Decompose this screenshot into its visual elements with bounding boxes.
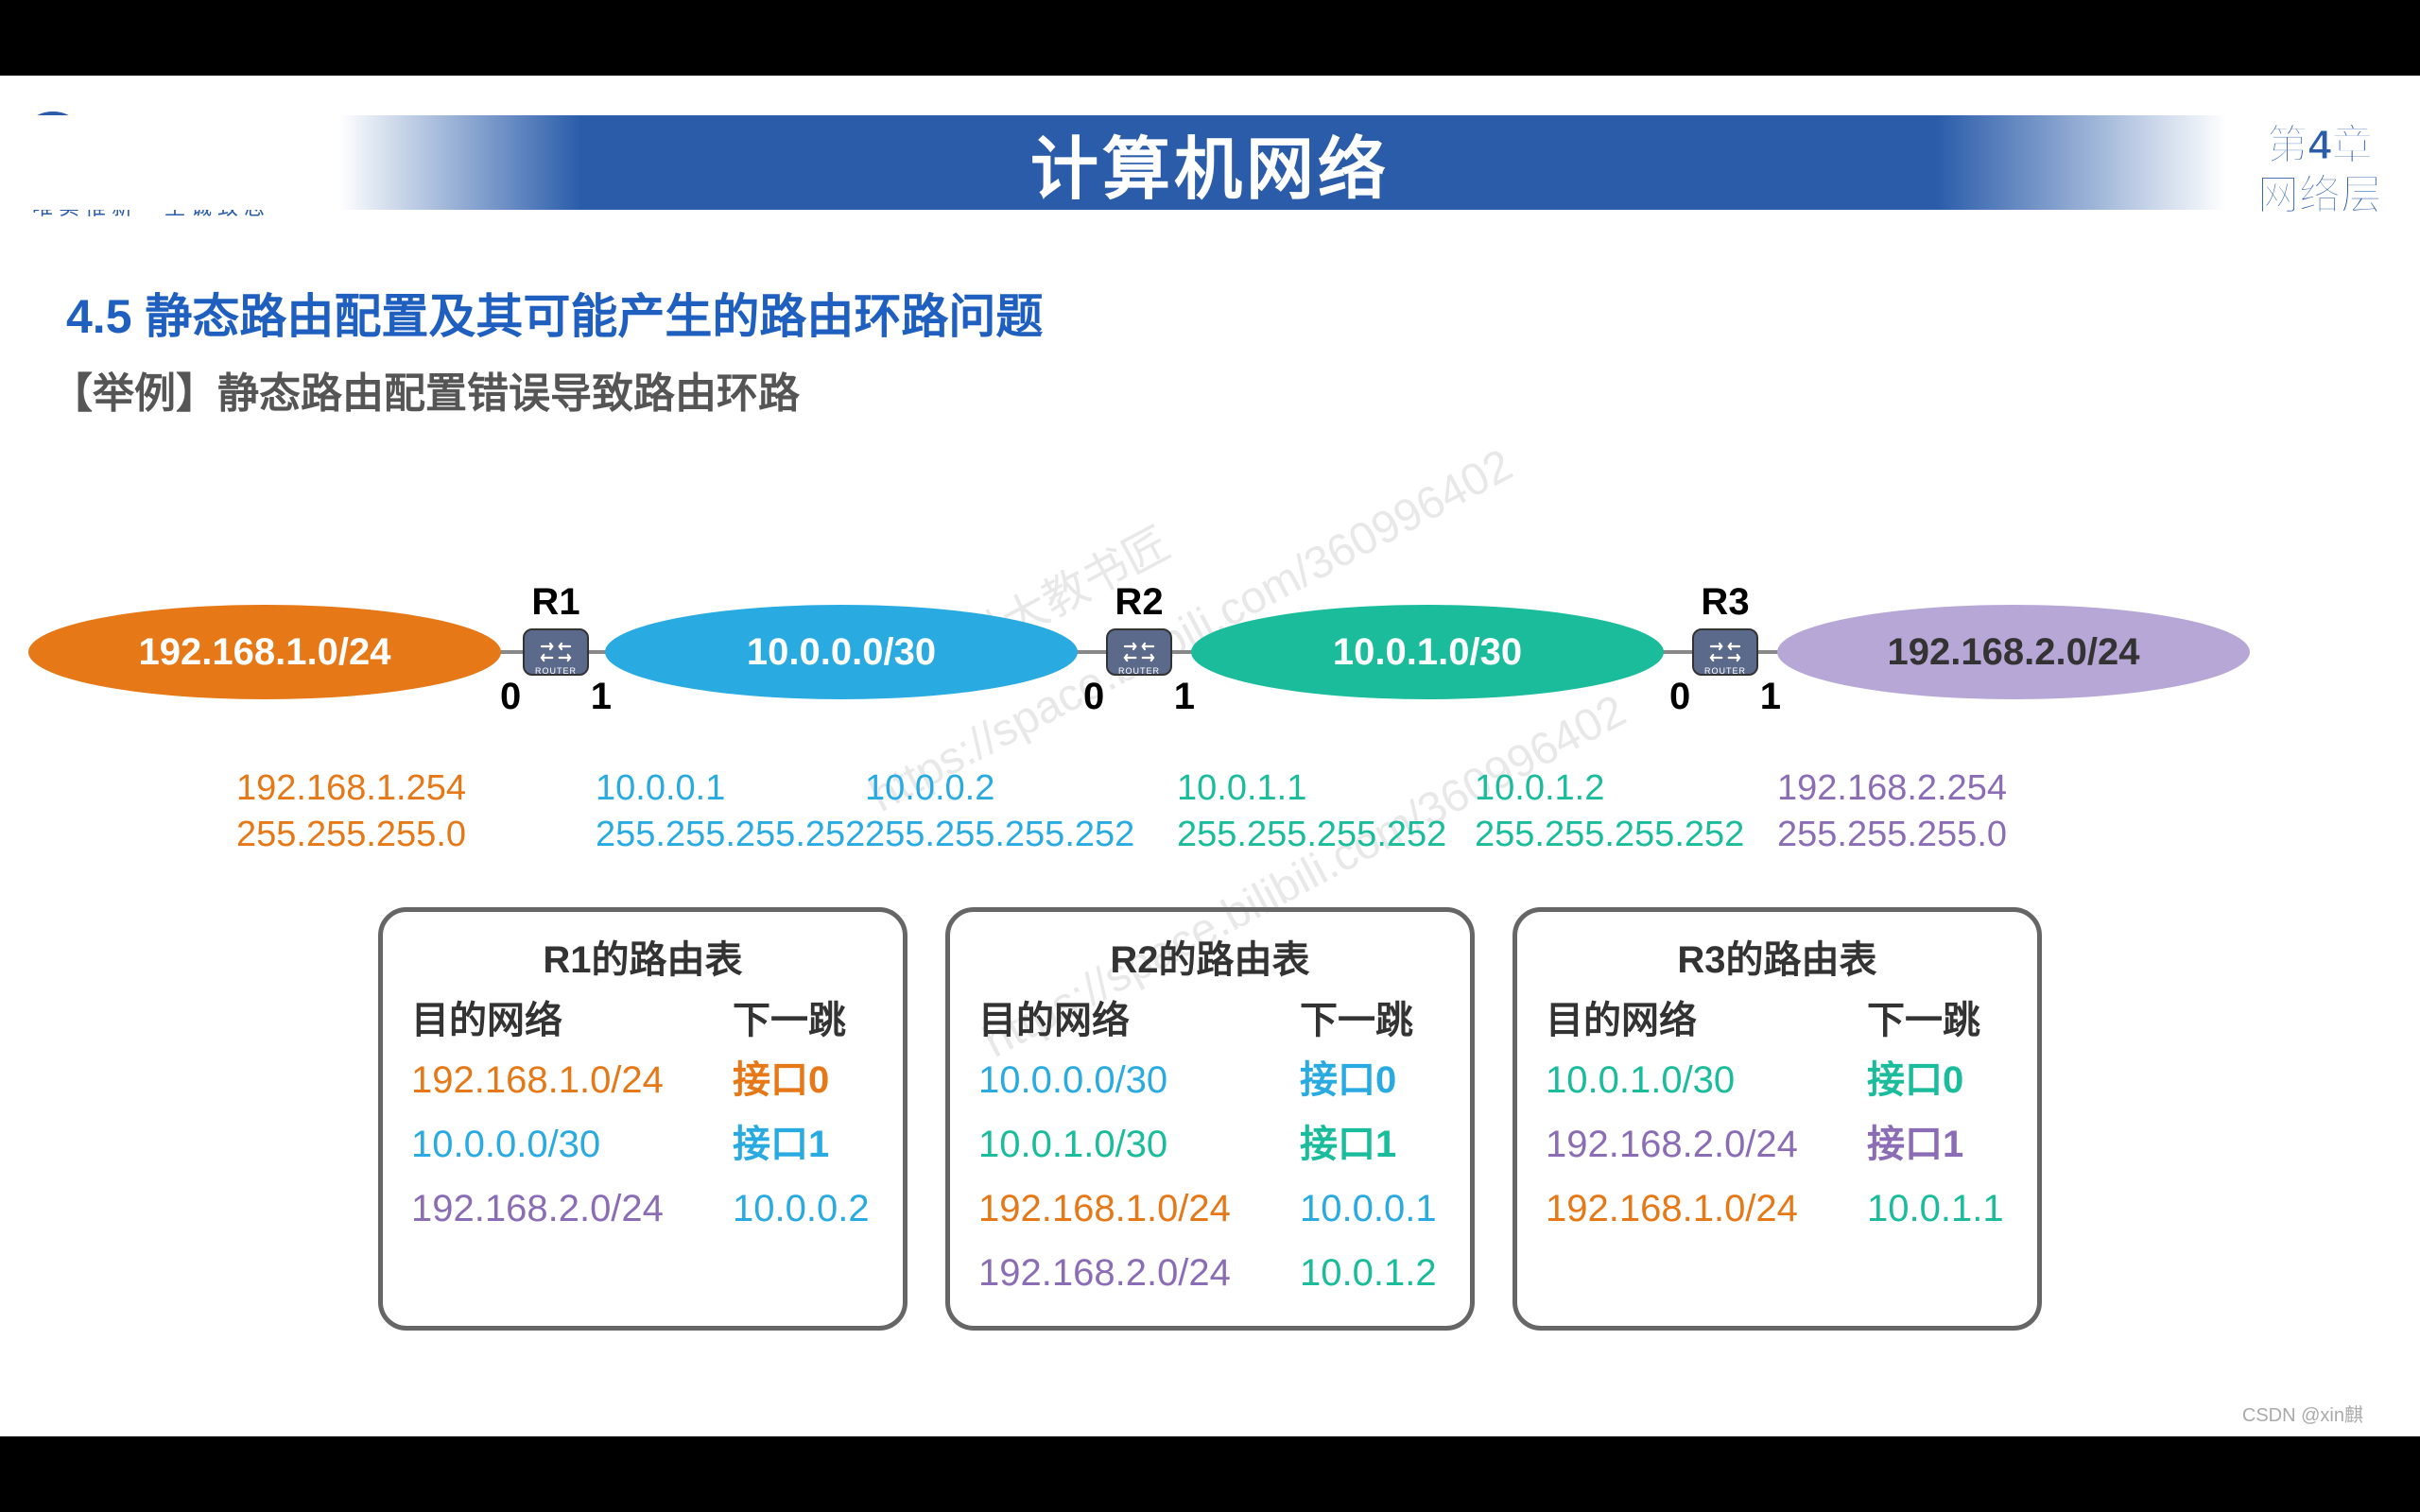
router-port-right: 1 <box>1760 676 1781 718</box>
router-port-left: 0 <box>1083 676 1104 718</box>
col-hop: 下一跳 <box>1867 989 1980 1044</box>
router-port-left: 0 <box>1669 676 1690 718</box>
interface-address: 10.0.1.1255.255.255.252 <box>1177 765 1446 859</box>
routing-table-row: 10.0.0.0/30接口1 <box>411 1112 874 1177</box>
csdn-watermark: CSDN @xin麒 <box>2242 1400 2363 1427</box>
example-title: 【举例】静态路由配置错误导致路由环路 <box>51 359 800 420</box>
col-hop: 下一跳 <box>1300 989 1413 1044</box>
interface-mask: 255.255.255.252 <box>865 812 1134 858</box>
routing-table-row: 192.168.2.0/24接口1 <box>1546 1112 2009 1177</box>
route-dest: 10.0.1.0/30 <box>1546 1048 1867 1112</box>
header-banner: 计算机网络 <box>0 115 2420 210</box>
routing-table-header: 目的网络下一跳 <box>978 989 1442 1044</box>
routing-table-row: 10.0.1.0/30接口0 <box>1546 1048 2009 1112</box>
routing-table-title: R2的路由表 <box>978 929 1442 984</box>
routing-tables-row: R1的路由表目的网络下一跳192.168.1.0/24接口010.0.0.0/3… <box>0 907 2420 1331</box>
routing-table-row: 192.168.2.0/2410.0.1.2 <box>978 1241 1442 1305</box>
col-dest: 目的网络 <box>1546 989 1867 1044</box>
routing-table-row: 10.0.0.0/30接口0 <box>978 1048 1442 1112</box>
interface-ip: 10.0.1.2 <box>1475 765 1744 812</box>
route-dest: 10.0.0.0/30 <box>978 1048 1300 1112</box>
chapter-number: 第4章 <box>2257 121 2382 171</box>
route-dest: 192.168.1.0/24 <box>978 1177 1300 1241</box>
router-port-left: 0 <box>500 676 521 718</box>
router-caption: ROUTER <box>535 666 577 676</box>
router-caption: ROUTER <box>1704 666 1746 676</box>
routing-table: R1的路由表目的网络下一跳192.168.1.0/24接口010.0.0.0/3… <box>378 907 908 1331</box>
router-icon: R3ROUTER01 <box>1692 628 1758 676</box>
route-hop: 接口1 <box>1867 1112 1963 1177</box>
route-hop: 接口1 <box>733 1112 829 1177</box>
chapter-label: 第4章 网络层 <box>2257 121 2382 221</box>
network-diagram: 192.168.1.0/24 10.0.0.0/30 10.0.1.0/30 192.… <box>0 605 2420 775</box>
routing-table-row: 192.168.1.0/24接口0 <box>411 1048 874 1112</box>
route-hop: 10.0.1.2 <box>1300 1241 1437 1305</box>
route-hop: 10.0.1.1 <box>1867 1177 2004 1241</box>
route-hop: 接口1 <box>1300 1112 1396 1177</box>
slide: 科 湖南科技大学 Hunan University of Science and… <box>0 76 2420 1436</box>
section-title: 4.5 静态路由配置及其可能产生的路由环路问题 <box>66 279 1043 347</box>
route-hop: 接口0 <box>733 1048 829 1112</box>
routing-table-row: 192.168.1.0/2410.0.1.1 <box>1546 1177 2009 1241</box>
route-dest: 10.0.1.0/30 <box>978 1112 1300 1177</box>
chapter-name: 网络层 <box>2257 171 2382 221</box>
route-dest: 192.168.2.0/24 <box>978 1241 1300 1305</box>
route-dest: 192.168.1.0/24 <box>411 1048 733 1112</box>
col-hop: 下一跳 <box>733 989 846 1044</box>
router-name: R1 <box>531 581 579 624</box>
routing-table-row: 192.168.2.0/2410.0.0.2 <box>411 1177 874 1241</box>
route-dest: 10.0.0.0/30 <box>411 1112 733 1177</box>
routing-table: R3的路由表目的网络下一跳10.0.1.0/30接口0192.168.2.0/2… <box>1512 907 2042 1331</box>
col-dest: 目的网络 <box>411 989 733 1044</box>
routing-table-header: 目的网络下一跳 <box>411 989 874 1044</box>
interface-address: 10.0.0.2255.255.255.252 <box>865 765 1134 859</box>
interface-ip: 10.0.0.2 <box>865 765 1134 812</box>
interface-mask: 255.255.255.0 <box>1777 812 2007 858</box>
router-name: R2 <box>1115 581 1163 624</box>
interface-mask: 255.255.255.0 <box>236 812 466 858</box>
network-cloud: 10.0.0.0/30 <box>605 605 1078 699</box>
router-caption: ROUTER <box>1118 666 1160 676</box>
col-dest: 目的网络 <box>978 989 1300 1044</box>
interface-address: 192.168.2.254255.255.255.0 <box>1777 765 2007 859</box>
router-port-right: 1 <box>1174 676 1195 718</box>
route-dest: 192.168.2.0/24 <box>1546 1112 1867 1177</box>
router-icon: R1ROUTER01 <box>523 628 589 676</box>
interface-ip: 192.168.1.254 <box>236 765 466 812</box>
routing-table-title: R3的路由表 <box>1546 929 2009 984</box>
interface-address: 192.168.1.254255.255.255.0 <box>236 765 466 859</box>
network-cloud: 192.168.2.0/24 <box>1777 605 2250 699</box>
route-hop: 接口0 <box>1300 1048 1396 1112</box>
routing-table-header: 目的网络下一跳 <box>1546 989 2009 1044</box>
interface-mask: 255.255.255.252 <box>1177 812 1446 858</box>
routing-table-row: 10.0.1.0/30接口1 <box>978 1112 1442 1177</box>
route-hop: 接口0 <box>1867 1048 1963 1112</box>
route-hop: 10.0.0.2 <box>733 1177 870 1241</box>
routing-table-row: 192.168.1.0/2410.0.0.1 <box>978 1177 1442 1241</box>
route-hop: 10.0.0.1 <box>1300 1177 1437 1241</box>
interface-ip: 10.0.0.1 <box>596 765 865 812</box>
router-icon: R2ROUTER01 <box>1106 628 1172 676</box>
interface-address: 10.0.0.1255.255.255.252 <box>596 765 865 859</box>
router-name: R3 <box>1701 581 1749 624</box>
router-port-right: 1 <box>591 676 612 718</box>
route-dest: 192.168.2.0/24 <box>411 1177 733 1241</box>
routing-table: R2的路由表目的网络下一跳10.0.0.0/30接口010.0.1.0/30接口… <box>945 907 1475 1331</box>
network-cloud: 192.168.1.0/24 <box>28 605 501 699</box>
interface-ip: 10.0.1.1 <box>1177 765 1446 812</box>
interface-mask: 255.255.255.252 <box>1475 812 1744 858</box>
interface-ip: 192.168.2.254 <box>1777 765 2007 812</box>
interface-mask: 255.255.255.252 <box>596 812 865 858</box>
routing-table-title: R1的路由表 <box>411 929 874 984</box>
route-dest: 192.168.1.0/24 <box>1546 1177 1867 1241</box>
interface-address: 10.0.1.2255.255.255.252 <box>1475 765 1744 859</box>
network-cloud: 10.0.1.0/30 <box>1191 605 1664 699</box>
course-title: 计算机网络 <box>1030 113 1390 213</box>
